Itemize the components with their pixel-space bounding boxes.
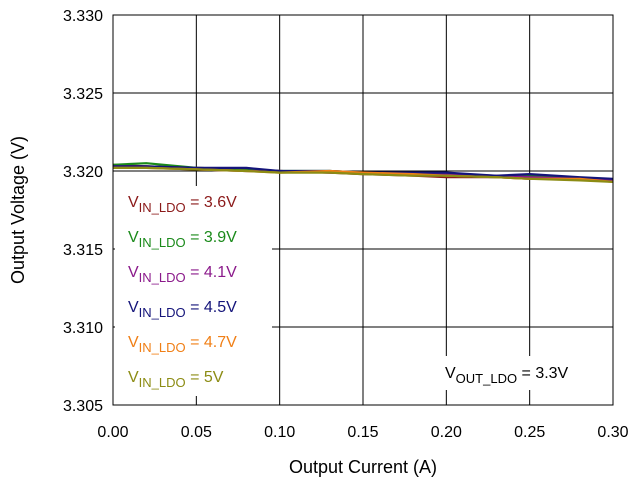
x-tick-label: 0.00 bbox=[97, 424, 128, 441]
x-tick-label: 0.25 bbox=[514, 424, 545, 441]
annotation-box bbox=[432, 356, 608, 390]
grid-layer bbox=[113, 15, 613, 405]
plot-frame bbox=[112, 14, 614, 406]
y-tick-label: 3.330 bbox=[63, 8, 103, 25]
legend-entry-3: VIN_LDO = 4.1V bbox=[128, 264, 237, 285]
y-axis-title: Output Voltage (V) bbox=[8, 136, 28, 284]
x-tick-label: 0.10 bbox=[264, 424, 295, 441]
y-tick-label: 3.305 bbox=[63, 398, 103, 415]
series-line-6 bbox=[113, 166, 614, 183]
y-tick-label: 3.315 bbox=[63, 242, 103, 259]
vout-annotation: VOUT_LDO = 3.3V bbox=[432, 356, 608, 390]
tick-layer: 0.00 0.05 0.10 0.15 0.20 0.25 0.30 3.305 3.310 3.… bbox=[63, 8, 629, 441]
legend-entry-2: VIN_LDO = 3.9V bbox=[128, 229, 237, 250]
legend-entry-1: VIN_LDO = 3.6V bbox=[128, 194, 237, 215]
x-axis-title: Output Current (A) bbox=[289, 457, 437, 477]
legend-entry-5: VIN_LDO = 4.7V bbox=[128, 334, 237, 355]
x-tick-label: 0.30 bbox=[597, 424, 628, 441]
legend: VIN_LDO = 3.6V VIN_LDO = 3.9V VIN_LDO = 4.… bbox=[115, 186, 272, 396]
series-layer bbox=[112, 162, 614, 183]
x-tick-label: 0.05 bbox=[181, 424, 212, 441]
legend-box bbox=[115, 186, 272, 396]
vout-annotation-text: VOUT_LDO = 3.3V bbox=[445, 365, 569, 386]
legend-entry-6: VIN_LDO = 5V bbox=[128, 369, 224, 390]
y-tick-label: 3.310 bbox=[63, 320, 103, 337]
legend-entry-4: VIN_LDO = 4.5V bbox=[128, 299, 237, 320]
x-tick-label: 0.20 bbox=[431, 424, 462, 441]
x-tick-label: 0.15 bbox=[347, 424, 378, 441]
y-tick-label: 3.320 bbox=[63, 164, 103, 181]
y-tick-label: 3.325 bbox=[63, 86, 103, 103]
